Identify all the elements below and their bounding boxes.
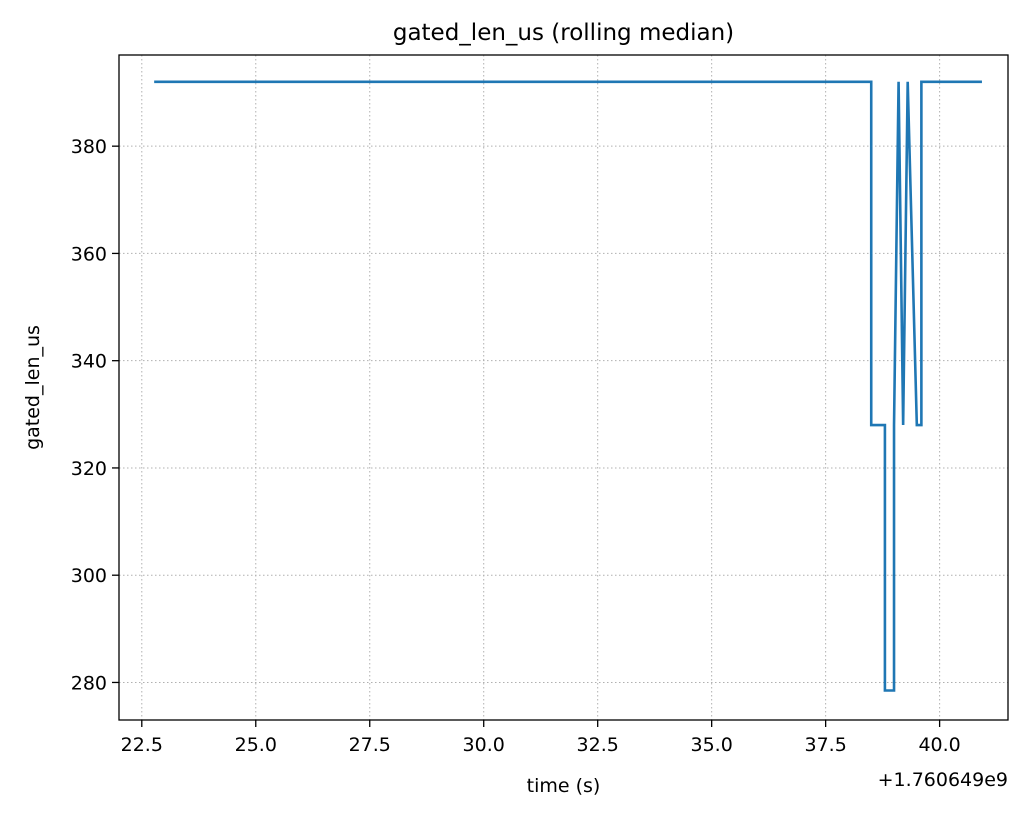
- y-tick-label-2: 320: [71, 458, 107, 480]
- x-axis-offset-label: +1.760649e9: [878, 769, 1008, 791]
- grid-lines: [119, 55, 1008, 720]
- y-axis: 280 300 320 340 360 380: [71, 136, 119, 694]
- y-tick-label-1: 300: [71, 565, 107, 587]
- y-tick-label-4: 360: [71, 243, 107, 265]
- y-tick-label-5: 380: [71, 136, 107, 158]
- x-tick-label-2: 27.5: [349, 734, 391, 756]
- x-tick-label-0: 22.5: [121, 734, 163, 756]
- y-tick-label-0: 280: [71, 672, 107, 694]
- x-tick-label-4: 32.5: [577, 734, 619, 756]
- series-line-0: [154, 80, 982, 692]
- y-axis-label: gated_len_us: [22, 325, 44, 450]
- x-axis-label: time (s): [527, 775, 601, 797]
- x-axis: 22.5 25.0 27.5 30.0 32.5 35.0 37.5 40.0: [121, 720, 961, 756]
- y-tick-label-3: 340: [71, 351, 107, 373]
- x-tick-label-3: 30.0: [463, 734, 505, 756]
- chart-title: gated_len_us (rolling median): [393, 20, 734, 46]
- x-tick-label-1: 25.0: [235, 734, 277, 756]
- x-tick-label-6: 37.5: [804, 734, 846, 756]
- x-tick-label-5: 35.0: [691, 734, 733, 756]
- x-tick-label-7: 40.0: [918, 734, 960, 756]
- series-layer: [154, 80, 982, 692]
- plot-frame: [118, 54, 1009, 721]
